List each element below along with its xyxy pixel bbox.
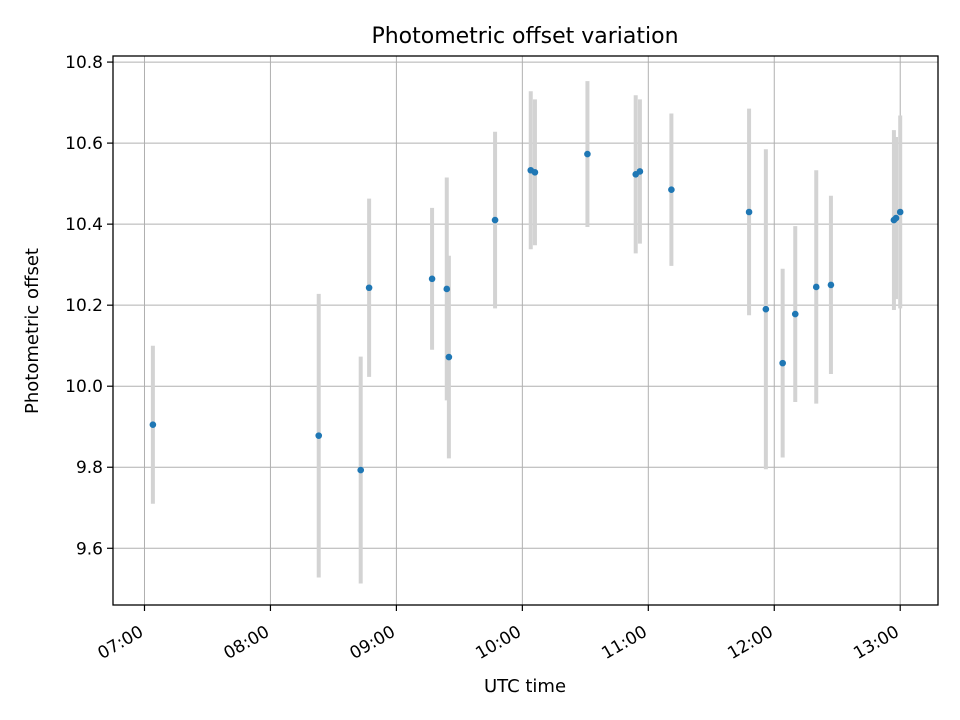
y-tick-label: 10.2 xyxy=(65,296,103,316)
x-axis-label: UTC time xyxy=(484,676,566,697)
chart-title: Photometric offset variation xyxy=(371,24,678,49)
error-bars xyxy=(150,81,903,584)
data-point xyxy=(779,359,786,367)
plot-frame xyxy=(112,55,939,606)
x-tick-label: 08:00 xyxy=(221,622,273,664)
data-point xyxy=(149,421,157,429)
data-point xyxy=(812,283,820,291)
data-point xyxy=(315,432,323,439)
data-point xyxy=(365,284,373,292)
data-point xyxy=(636,168,644,175)
data-point xyxy=(762,305,770,313)
data-point xyxy=(584,150,591,158)
y-tick-label: 9.6 xyxy=(76,539,103,559)
data-point xyxy=(443,285,451,293)
data-point xyxy=(491,216,499,224)
data-point xyxy=(531,168,539,176)
data-point xyxy=(357,466,365,474)
data-point xyxy=(827,281,835,289)
x-tick-label: 12:00 xyxy=(724,622,776,664)
x-tick-label: 10:00 xyxy=(472,622,524,664)
data-point xyxy=(892,214,900,222)
data-point xyxy=(428,275,436,283)
y-tick-label: 10.8 xyxy=(65,53,103,73)
data-point xyxy=(668,186,675,194)
y-tick-label: 9.8 xyxy=(76,458,103,478)
grid-layer xyxy=(113,56,938,605)
data-point xyxy=(745,208,753,216)
x-tick-label: 11:00 xyxy=(598,622,650,664)
data-points xyxy=(149,150,904,474)
x-tick-label: 13:00 xyxy=(850,622,902,664)
y-axis-label: Photometric offset xyxy=(22,248,43,414)
x-tick-label: 09:00 xyxy=(346,622,398,664)
data-point xyxy=(445,353,453,361)
data-point xyxy=(896,208,904,216)
data-point xyxy=(791,310,799,318)
x-tick-label: 07:00 xyxy=(95,622,147,664)
y-tick-label: 10.0 xyxy=(65,377,103,397)
y-tick-label: 10.6 xyxy=(65,134,103,154)
y-axis-ticks: 9.6 9.8 10.0 10.2 10.4 10.6 10.8 xyxy=(65,53,113,559)
y-tick-label: 10.4 xyxy=(65,215,103,235)
x-axis-ticks: 07:00 08:00 09:00 10:00 11:00 12:00 13:00 xyxy=(95,605,903,664)
